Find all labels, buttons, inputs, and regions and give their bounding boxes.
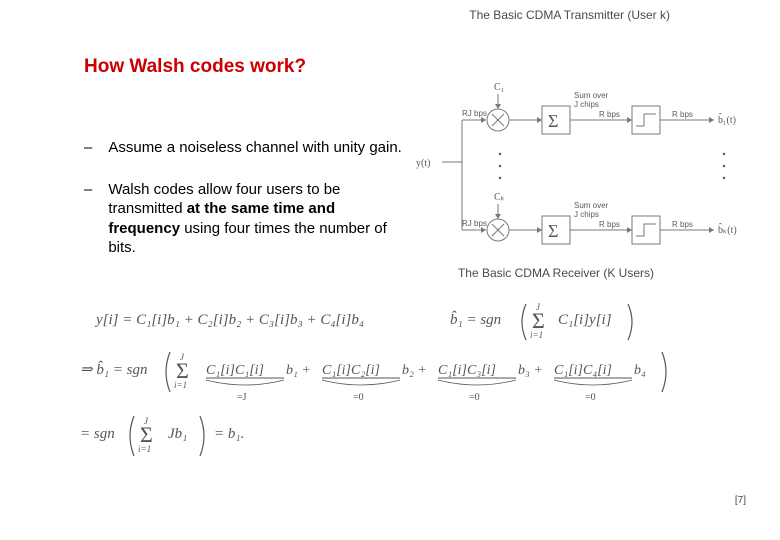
svg-text:RJ bps: RJ bps <box>462 109 487 118</box>
svg-text:Sum over: Sum over <box>574 201 609 210</box>
svg-text:=0: =0 <box>353 392 364 403</box>
slide-title: How Walsh codes work? <box>84 56 780 78</box>
slide: How Walsh codes work? The Basic CDMA Tra… <box>0 0 780 540</box>
svg-text:Jb₁: Jb₁ <box>168 426 187 442</box>
svg-text:b̂₁(t): b̂₁(t) <box>718 113 736 126</box>
cdma-receiver-diagram: y(t)RJ bpsC₁ΣSum overJ chipsR bpsR bpsb̂… <box>414 76 754 256</box>
svg-text:b̂₁ = sgn: b̂₁ = sgn <box>450 311 501 328</box>
svg-text:Sum over: Sum over <box>574 91 609 100</box>
svg-text:i=1: i=1 <box>530 330 543 340</box>
svg-text:R bps: R bps <box>672 220 693 229</box>
svg-text:RJ bps: RJ bps <box>462 219 487 228</box>
receiver-caption: The Basic CDMA Receiver (K Users) <box>458 266 654 280</box>
svg-text:b̂ₖ(t): b̂ₖ(t) <box>718 223 737 236</box>
svg-text:C₁[i]C₃[i]: C₁[i]C₃[i] <box>438 363 496 378</box>
svg-text:⇒ b̂₁ = sgn: ⇒ b̂₁ = sgn <box>80 361 148 378</box>
svg-text:= sgn: = sgn <box>80 426 115 442</box>
bullet-text: Assume a noiseless channel with unity ga… <box>108 138 402 158</box>
svg-text:y(t): y(t) <box>416 158 430 169</box>
svg-text:C₁[i]C₁[i]: C₁[i]C₁[i] <box>206 363 264 378</box>
svg-text:= b₁.: = b₁. <box>214 426 244 442</box>
svg-text:y[i] = C₁[i]b₁ + C₂[i]b₂ + C₃[: y[i] = C₁[i]b₁ + C₂[i]b₂ + C₃[i]b₃ + C₄[… <box>94 312 364 328</box>
transmitter-caption: The Basic CDMA Transmitter (User k) <box>469 8 670 22</box>
svg-text:C₁[i]C₄[i]: C₁[i]C₄[i] <box>554 363 612 378</box>
bullet-item: – Walsh codes allow four users to be tra… <box>84 180 404 258</box>
svg-text:i=1: i=1 <box>138 444 151 454</box>
svg-text:b₄: b₄ <box>634 363 646 378</box>
svg-text:b₂ +: b₂ + <box>402 363 427 378</box>
svg-text:J chips: J chips <box>574 210 599 219</box>
equations-block: y[i] = C₁[i]b₁ + C₂[i]b₂ + C₃[i]b₃ + C₄[… <box>80 300 730 470</box>
svg-text:=0: =0 <box>469 392 480 403</box>
svg-text:J chips: J chips <box>574 100 599 109</box>
page-reference: [7] <box>735 495 746 506</box>
svg-text:C₁[i]y[i]: C₁[i]y[i] <box>558 312 612 328</box>
bullet-text: Walsh codes allow four users to be trans… <box>108 180 404 258</box>
svg-text:Cₖ: Cₖ <box>494 192 505 203</box>
svg-text:C₁[i]C₂[i]: C₁[i]C₂[i] <box>322 363 380 378</box>
svg-text:C₁: C₁ <box>494 82 504 93</box>
bullet-dash-icon: – <box>84 138 92 158</box>
svg-text:=0: =0 <box>585 392 596 403</box>
svg-text:R bps: R bps <box>672 110 693 119</box>
svg-text:R bps: R bps <box>599 220 620 229</box>
svg-text:b₃ +: b₃ + <box>518 363 543 378</box>
svg-text:=J: =J <box>237 392 247 403</box>
bullet-list: – Assume a noiseless channel with unity … <box>84 138 404 258</box>
svg-text:i=1: i=1 <box>174 380 187 390</box>
svg-text:Σ: Σ <box>548 111 558 131</box>
svg-text:Σ: Σ <box>548 221 558 241</box>
svg-text:b₁ +: b₁ + <box>286 363 311 378</box>
bullet-item: – Assume a noiseless channel with unity … <box>84 138 404 158</box>
bullet-dash-icon: – <box>84 180 92 258</box>
svg-text:R bps: R bps <box>599 110 620 119</box>
